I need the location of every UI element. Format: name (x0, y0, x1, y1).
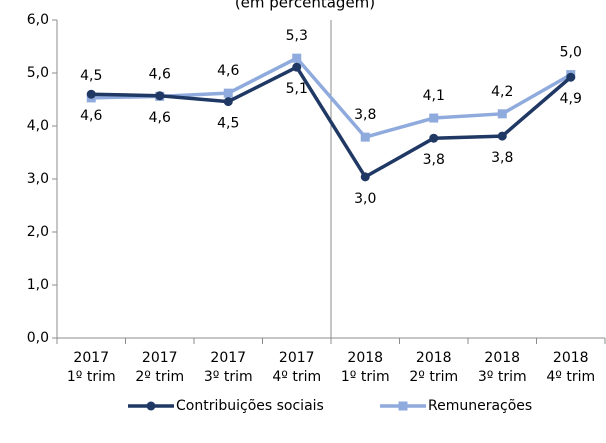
legend-marker (146, 401, 156, 411)
point (292, 53, 302, 63)
series-line (91, 65, 572, 179)
y-tick-label: 1,0 (27, 277, 49, 293)
point (223, 97, 233, 107)
x-tick-label: 2018 2º trim (409, 350, 458, 385)
point (86, 89, 96, 99)
data-label: 4,2 (491, 84, 513, 100)
point (360, 132, 370, 142)
x-tick-label: 2018 4º trim (546, 350, 595, 385)
x-tick-year: 2017 (73, 350, 109, 366)
point (223, 88, 233, 98)
data-label: 4,9 (560, 91, 582, 107)
point (497, 131, 507, 141)
x-tick-year: 2018 (347, 350, 383, 366)
legend-marker (398, 401, 408, 411)
x-tick-label: 2018 1º trim (341, 350, 390, 385)
data-label: 4,1 (423, 88, 445, 104)
y-tick-label: 3,0 (27, 171, 49, 187)
data-label: 4,5 (80, 68, 102, 84)
x-tick-year: 2018 (416, 350, 452, 366)
chart-subtitle: (em percentagem) (235, 0, 375, 12)
data-label: 3,8 (423, 152, 445, 168)
y-tick-label: 2,0 (27, 224, 49, 240)
y-tick-label: 6,0 (27, 12, 49, 28)
legend-label: Contribuições sociais (176, 398, 324, 414)
data-label: 4,6 (80, 108, 102, 124)
x-tick-quarter: 2º trim (135, 369, 184, 385)
legend-marker-shape (398, 401, 408, 411)
data-label: 5,3 (286, 28, 308, 44)
point (292, 62, 302, 72)
point (497, 109, 507, 119)
x-tick-label: 2017 4º trim (272, 350, 321, 385)
point (429, 133, 439, 143)
legend-marker-shape (146, 401, 156, 411)
x-tick-label: 2018 3º trim (478, 350, 527, 385)
point (360, 172, 370, 182)
data-label: 3,8 (491, 150, 513, 166)
point (429, 113, 439, 123)
y-tick-label: 4,0 (27, 118, 49, 134)
x-tick-quarter: 1º trim (341, 369, 390, 385)
x-tick-quarter: 3º trim (204, 369, 253, 385)
data-label: 3,0 (354, 191, 376, 207)
x-tick-year: 2017 (142, 350, 178, 366)
x-tick-year: 2017 (210, 350, 246, 366)
y-tick-label: 5,0 (27, 65, 49, 81)
data-label: 3,8 (354, 107, 376, 123)
legend-label: Remunerações (428, 398, 532, 414)
data-label: 5,0 (560, 45, 582, 61)
point (155, 91, 165, 101)
y-tick-label: 0,0 (27, 330, 49, 346)
x-tick-year: 2018 (484, 350, 520, 366)
x-tick-quarter: 1º trim (67, 369, 116, 385)
data-label: 5,1 (286, 81, 308, 97)
x-tick-label: 2017 2º trim (135, 350, 184, 385)
x-tick-label: 2017 3º trim (204, 350, 253, 385)
data-label: 4,5 (217, 116, 239, 132)
x-tick-quarter: 4º trim (546, 369, 595, 385)
x-tick-year: 2018 (553, 350, 589, 366)
point (566, 72, 576, 82)
x-tick-year: 2017 (279, 350, 315, 366)
x-tick-quarter: 2º trim (409, 369, 458, 385)
data-label: 4,6 (217, 63, 239, 79)
x-tick-quarter: 3º trim (478, 369, 527, 385)
data-label: 4,6 (149, 66, 171, 82)
x-tick-label: 2017 1º trim (67, 350, 116, 385)
x-tick-quarter: 4º trim (272, 369, 321, 385)
data-label: 4,6 (149, 110, 171, 126)
